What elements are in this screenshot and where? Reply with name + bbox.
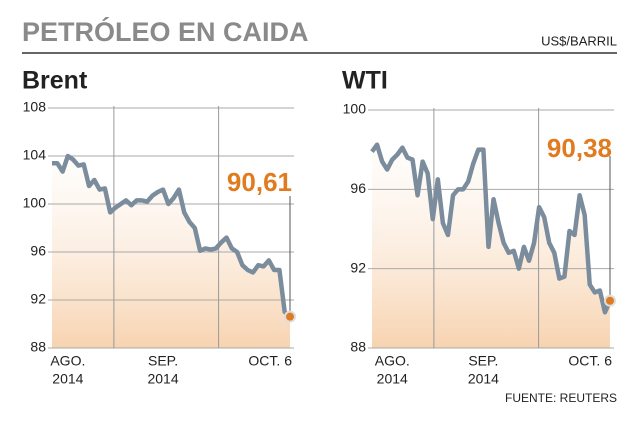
source: FUENTE: REUTERS [505, 391, 617, 405]
y-tick-label: 108 [23, 99, 47, 115]
panel-title: Brent [22, 67, 88, 95]
y-tick-label: 96 [30, 243, 46, 259]
x-year-label: 2014 [377, 371, 408, 387]
y-tick-label: 100 [343, 101, 367, 117]
price-line [370, 142, 613, 315]
x-year-label: 2014 [52, 371, 83, 387]
y-tick-label: 104 [23, 147, 47, 163]
x-tick-label: SEP. [148, 353, 178, 369]
x-year-label: 2014 [468, 371, 499, 387]
panel-title: WTI [342, 67, 388, 95]
end-point [284, 310, 296, 323]
unit-label: US$/BARRIL [541, 33, 617, 48]
page-title: PETRÓLEO EN CAIDA [22, 16, 309, 47]
y-tick-label: 88 [30, 339, 46, 355]
y-tick-label: 92 [30, 291, 46, 307]
x-tick-label: AGO. [375, 353, 410, 369]
x-tick-label: OCT. 6 [248, 353, 292, 369]
x-year-label: 2014 [147, 371, 178, 387]
end-point [604, 294, 616, 307]
price-line [52, 153, 292, 319]
x-tick-label: AGO. [50, 353, 85, 369]
x-tick-label: OCT. 6 [568, 353, 612, 369]
y-tick-label: 96 [350, 180, 366, 196]
value-label: 90,38 [547, 133, 612, 163]
y-tick-label: 88 [350, 339, 366, 355]
y-tick-label: 100 [23, 195, 47, 211]
value-label: 90,61 [227, 167, 292, 197]
area-fill [372, 144, 610, 348]
y-tick-label: 92 [350, 259, 366, 275]
x-tick-label: SEP. [468, 353, 498, 369]
